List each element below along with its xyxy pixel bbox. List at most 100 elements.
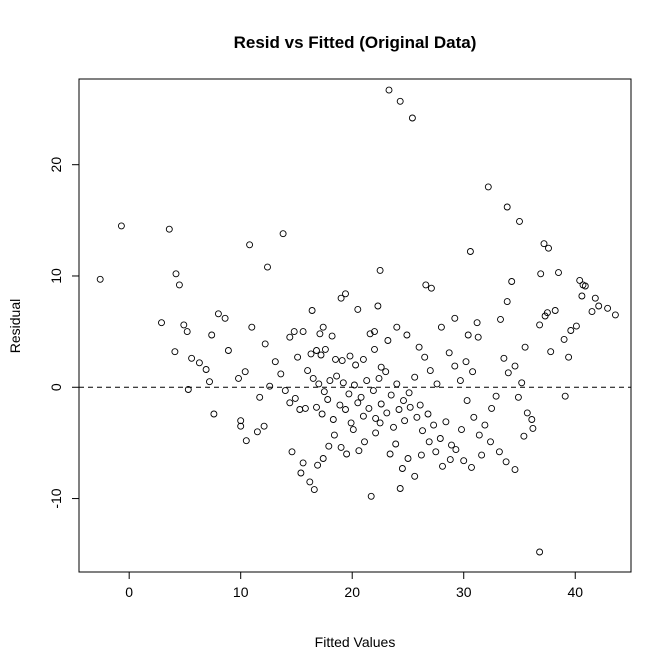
data-point xyxy=(279,230,287,238)
data-point xyxy=(502,458,510,466)
data-point xyxy=(235,374,242,382)
data-point xyxy=(320,388,328,396)
data-point xyxy=(297,469,305,477)
data-point xyxy=(487,438,494,446)
data-point xyxy=(325,442,333,450)
data-point xyxy=(433,380,441,388)
data-point xyxy=(561,392,569,400)
x-tick-label: 0 xyxy=(125,584,133,600)
data-point xyxy=(183,328,191,336)
data-point xyxy=(294,353,302,361)
data-point xyxy=(315,380,323,388)
data-point xyxy=(567,327,575,334)
data-point xyxy=(451,362,459,370)
data-point xyxy=(281,387,289,395)
data-point xyxy=(337,443,345,451)
data-point xyxy=(545,244,552,252)
data-point xyxy=(528,416,536,423)
data-point xyxy=(565,353,573,361)
data-point xyxy=(363,377,371,385)
data-point xyxy=(497,315,504,323)
data-point xyxy=(466,248,474,255)
data-point xyxy=(520,432,528,440)
data-point xyxy=(401,417,409,425)
data-point xyxy=(165,225,173,233)
data-point xyxy=(536,321,544,329)
data-point xyxy=(354,399,362,407)
data-point xyxy=(346,352,354,360)
data-point xyxy=(343,450,351,458)
x-tick-label: 30 xyxy=(456,584,472,600)
data-point xyxy=(405,389,413,397)
data-point xyxy=(299,459,307,467)
chart-title: Resid vs Fitted (Original Data) xyxy=(234,33,477,52)
data-point xyxy=(473,319,481,327)
x-axis-label: Fitted Values xyxy=(315,634,396,650)
data-point xyxy=(436,435,444,442)
data-point xyxy=(359,412,367,420)
y-axis-label: Residual xyxy=(7,299,23,353)
data-point xyxy=(214,310,222,318)
data-point xyxy=(290,328,298,336)
data-point xyxy=(458,426,465,434)
data-point xyxy=(500,354,508,362)
y-tick-label: 10 xyxy=(48,268,64,284)
data-point xyxy=(355,447,363,455)
data-point xyxy=(318,410,326,418)
data-point xyxy=(337,294,345,302)
data-point xyxy=(241,368,249,376)
data-point xyxy=(460,457,468,465)
x-tick-label: 40 xyxy=(567,584,583,600)
data-point xyxy=(430,421,438,429)
data-point xyxy=(313,403,320,411)
data-point xyxy=(336,401,344,409)
data-point xyxy=(242,437,250,445)
data-point xyxy=(387,391,395,399)
data-point xyxy=(514,393,522,401)
data-point xyxy=(342,406,349,413)
data-point xyxy=(237,422,245,430)
data-point xyxy=(210,410,218,418)
data-point xyxy=(313,347,320,354)
data-point xyxy=(253,428,261,436)
data-point xyxy=(424,410,432,418)
data-point xyxy=(511,466,519,474)
data-point xyxy=(445,349,453,357)
data-point xyxy=(310,486,318,494)
data-point xyxy=(171,348,179,356)
data-point xyxy=(393,323,401,331)
data-point xyxy=(202,366,210,373)
data-point xyxy=(595,302,603,310)
data-point xyxy=(371,328,378,336)
data-point xyxy=(357,393,365,401)
data-point xyxy=(481,421,489,429)
data-point xyxy=(508,278,516,285)
data-point xyxy=(413,413,421,421)
data-point xyxy=(208,331,216,339)
data-point xyxy=(390,423,397,431)
data-point xyxy=(374,302,382,310)
data-point xyxy=(393,380,401,388)
data-point xyxy=(555,269,562,277)
data-point xyxy=(372,429,380,437)
data-point xyxy=(372,414,380,422)
data-point xyxy=(395,406,403,413)
data-point xyxy=(475,431,483,439)
data-point xyxy=(540,240,548,248)
data-point xyxy=(463,397,471,405)
data-point xyxy=(547,348,555,356)
data-point xyxy=(578,292,586,300)
data-point xyxy=(301,404,309,412)
data-point xyxy=(366,330,374,338)
data-point xyxy=(392,440,400,448)
data-point xyxy=(264,263,271,271)
data-point xyxy=(376,419,384,427)
data-point xyxy=(543,309,551,317)
data-point xyxy=(400,397,407,405)
data-point xyxy=(439,462,446,470)
data-point xyxy=(350,381,358,389)
data-point xyxy=(332,355,339,363)
data-point xyxy=(384,337,392,344)
data-point xyxy=(419,427,426,435)
data-point xyxy=(180,321,188,329)
